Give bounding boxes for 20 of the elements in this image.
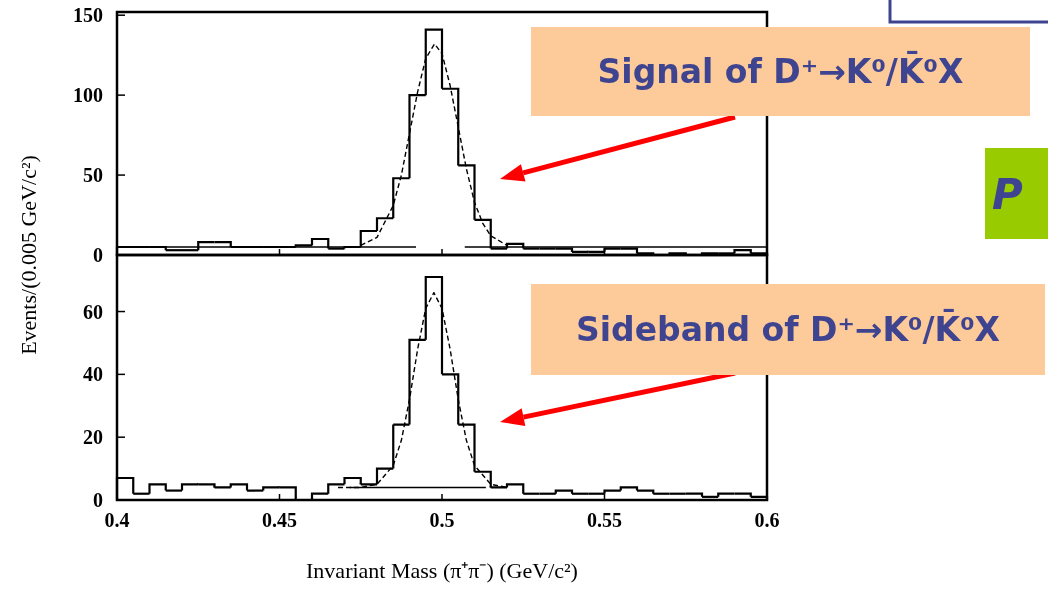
y-axis-title: Events/(0.005 GeV/c²): [16, 155, 41, 355]
annotation: Signal of D⁺→K⁰/K̄⁰X: [597, 50, 964, 92]
x-tick-label: 0.55: [587, 509, 622, 531]
y-tick-label: 100: [73, 84, 103, 107]
x-tick-label: 0.4: [104, 509, 130, 531]
y-tick-label: 20: [83, 426, 103, 449]
y-tick-label: 0: [93, 489, 103, 511]
y-tick-label: 0: [93, 244, 103, 266]
text: P: [992, 169, 1023, 219]
x-tick-label: 0.45: [262, 509, 297, 531]
y-tick-label: 150: [73, 4, 103, 27]
annotation: Sideband of D⁺→K⁰/K̄⁰X: [575, 308, 1001, 350]
y-tick-label: 50: [83, 164, 103, 187]
x-tick-label: 0.6: [754, 509, 780, 531]
label-box: Signal of D⁺→K⁰/K̄⁰X: [531, 27, 1030, 116]
label-box: Sideband of D⁺→K⁰/K̄⁰X: [531, 284, 1045, 375]
y-tick-label: 60: [83, 300, 103, 323]
x-axis-title: Invariant Mass (π⁺π⁻) (GeV/c²): [306, 558, 578, 583]
y-tick-label: 40: [83, 363, 103, 386]
x-tick-label: 0.5: [429, 509, 455, 531]
